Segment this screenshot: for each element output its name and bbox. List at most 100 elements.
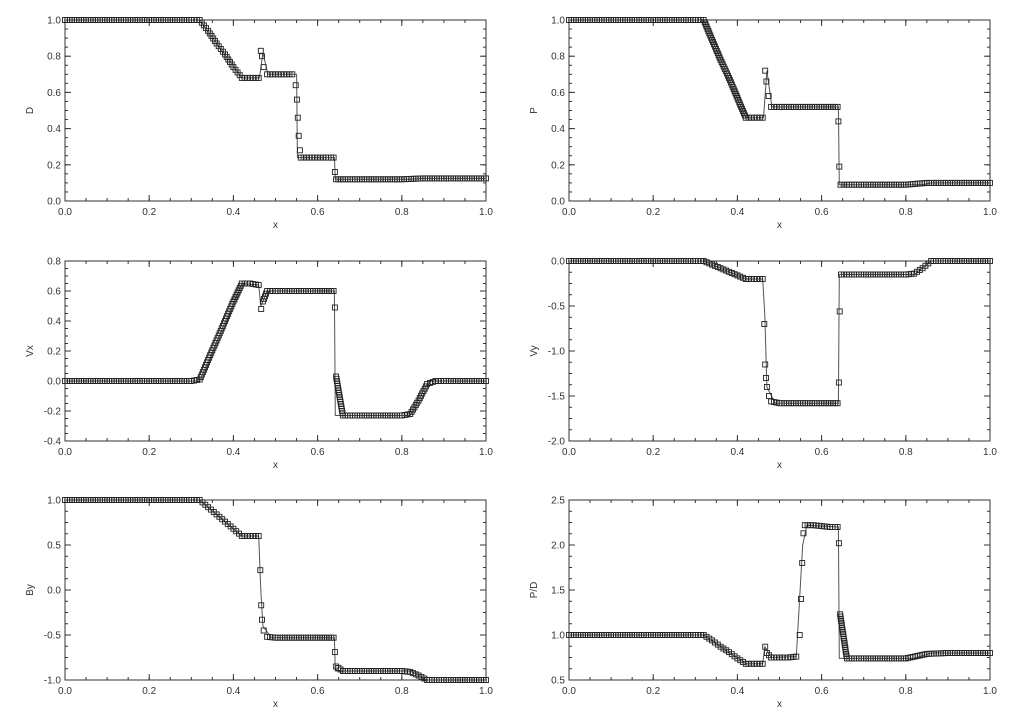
x-tick-label: 0.6 [815,447,829,458]
y-tick-label: 0.2 [47,160,61,171]
y-tick-label: 0.0 [47,377,61,388]
x-tick-label: 0.2 [142,207,156,218]
sample-marker [330,288,337,294]
y-tick-label: 0.0 [551,257,565,268]
y-tick-label: -0.4 [44,437,62,448]
y-tick-label: 0.8 [551,52,565,63]
x-tick-label: 0.8 [899,447,913,458]
x-tick-label: 0.4 [226,447,240,458]
plot-frame [568,19,991,202]
sample-marker [258,306,265,312]
chart-panel-3: 0.0 0.2 0.4 0.6 0.8 1.0 -0.4 -0.2 0.0 0.2 0.4 0.6 0.… [25,257,493,472]
y-tick-label: 0.0 [47,586,61,597]
sample-marker [255,282,262,288]
x-tick-label: 0.4 [226,686,240,697]
x-axis-label: x [777,699,782,710]
chart-panel-6: 0.0 0.2 0.4 0.6 0.8 1.0 0.5 1.0 1.5 2.0 2.5 x P/D [529,496,997,711]
sample-marker [294,114,301,121]
sample-marker [295,132,302,139]
sample-marker [483,378,489,384]
x-axis-label: x [273,699,278,710]
y-tick-label: 0.0 [47,197,61,208]
y-tick-label: 0.4 [551,124,565,135]
sample-markers [566,258,993,407]
sample-markers [62,497,489,683]
x-tick-label: 0.2 [142,686,156,697]
sample-marker [330,154,337,161]
chart-panel-4: 0.0 0.2 0.4 0.6 0.8 1.0 -2.0 -1.5 -1.0 -0.5 0.0 x Vy [529,257,997,472]
sample-markers [62,17,489,183]
x-tick-label: 0.0 [58,686,72,697]
sample-marker [835,540,842,547]
y-axis-label: P/D [529,582,540,599]
solution-line [569,260,990,404]
x-tick-label: 1.0 [983,686,997,697]
sample-marker [837,181,844,188]
y-tick-label: 0.2 [551,160,565,171]
x-tick-label: 0.6 [311,447,325,458]
sample-marker [799,560,806,566]
sample-marker [289,71,296,78]
sample-marker [793,653,800,660]
y-tick-label: -0.2 [44,407,62,418]
x-tick-label: 0.6 [815,207,829,218]
y-axis-label: D [25,107,36,114]
x-tick-label: 1.0 [479,447,493,458]
sample-marker [257,567,264,574]
y-tick-label: 1.5 [551,586,565,597]
y-axis-label: Vy [529,345,540,356]
sample-marker [763,375,769,381]
sample-marker [762,67,769,74]
sample-marker [834,524,841,530]
y-tick-label: 0.6 [47,88,61,99]
y-tick-label: -0.5 [548,302,566,313]
x-tick-label: 0.0 [58,447,72,458]
sample-marker [835,379,842,386]
y-tick-label: 0.5 [551,676,565,687]
plot-frame [64,19,487,202]
sample-marker [260,627,267,634]
sample-marker [330,634,337,641]
sample-marker [483,175,489,182]
solution-line [65,499,486,681]
sample-marker [796,632,803,638]
y-tick-label: 0.8 [47,257,61,268]
sample-marker [255,74,262,81]
x-axis-label: x [273,460,278,471]
sample-marker [294,96,300,103]
sample-marker [800,530,807,537]
plot-frame [568,260,991,442]
y-axis-label: By [25,584,36,596]
sample-marker [836,308,843,315]
y-tick-label: 1.0 [47,16,61,27]
sample-markers [566,522,993,667]
x-tick-label: 0.8 [395,686,409,697]
sample-marker [762,643,769,650]
x-tick-label: 0.6 [311,686,325,697]
sample-marker [296,147,303,154]
sample-marker [292,82,299,89]
y-tick-label: -1.5 [548,392,566,403]
sample-marker [834,400,841,407]
x-tick-label: 0.0 [562,686,576,697]
sample-marker [259,616,265,623]
y-tick-label: 2.0 [551,541,565,552]
sample-marker [759,114,766,121]
x-tick-label: 0.4 [730,207,744,218]
y-tick-label: -1.0 [548,347,566,358]
sample-marker [835,118,842,125]
sample-marker [763,78,770,85]
x-tick-label: 0.4 [730,686,744,697]
sample-marker [765,93,772,99]
sample-marker [836,163,843,170]
y-tick-label: 1.0 [47,496,61,507]
x-tick-label: 0.2 [646,447,660,458]
sample-marker [759,660,766,667]
x-tick-label: 0.8 [899,207,913,218]
x-tick-label: 1.0 [983,447,997,458]
chart-panel-2: 0.0 0.2 0.4 0.6 0.8 1.0 0.0 0.2 0.4 0.6 0.8 1.0 x P [529,16,997,232]
sample-marker [987,650,993,656]
sample-marker [840,181,847,188]
y-tick-label: 0.2 [47,347,61,358]
